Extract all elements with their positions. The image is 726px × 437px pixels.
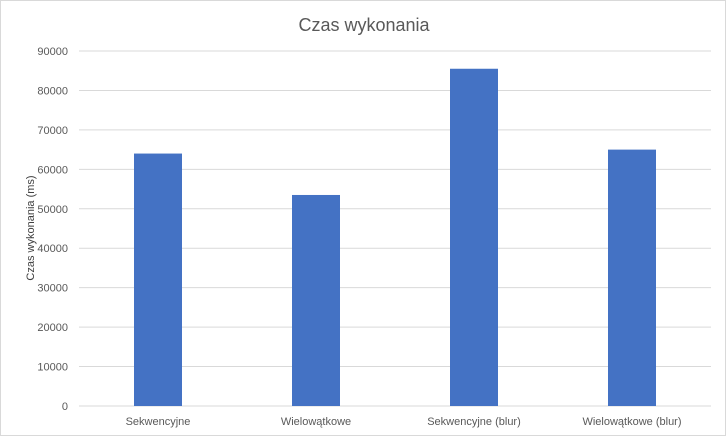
x-tick-label: Sekwencyjne xyxy=(126,416,191,428)
bar xyxy=(134,153,182,406)
bars xyxy=(134,68,656,406)
y-tick-label: 60000 xyxy=(37,164,68,176)
y-tick-label: 40000 xyxy=(37,243,68,255)
y-tick-label: 80000 xyxy=(37,85,68,97)
y-tick-label: 30000 xyxy=(37,283,68,295)
bar xyxy=(292,194,340,406)
chart-title: Czas wykonania xyxy=(298,15,430,35)
y-tick-label: 20000 xyxy=(37,322,68,334)
y-tick-label: 90000 xyxy=(37,46,68,58)
y-axis-title: Czas wykonania (ms) xyxy=(25,175,37,280)
x-tick-label: Wielowątkowe (blur) xyxy=(582,416,681,428)
x-axis-ticks: Sekwencyjne Wielowątkowe Sekwencyjne (blur… xyxy=(126,416,682,428)
y-tick-label: 50000 xyxy=(37,204,68,216)
gridlines xyxy=(79,50,711,407)
bar xyxy=(450,68,498,406)
y-tick-label: 70000 xyxy=(37,125,68,137)
x-tick-label: Wielowątkowe xyxy=(281,416,351,428)
y-tick-label: 10000 xyxy=(37,362,68,374)
y-tick-label: 0 xyxy=(62,401,68,413)
y-axis-ticks: 0 10000 20000 30000 40000 50000 60000 70000 8000… xyxy=(37,46,68,413)
x-tick-label: Sekwencyjne (blur) xyxy=(427,416,521,428)
bar xyxy=(608,149,656,406)
